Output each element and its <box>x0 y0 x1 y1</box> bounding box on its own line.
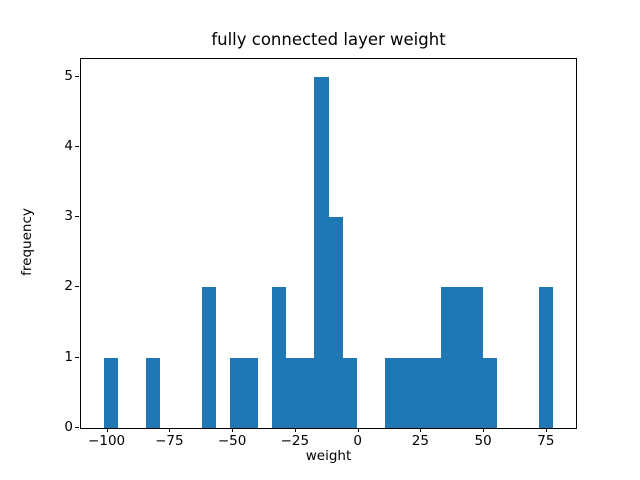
histogram-bar <box>385 358 399 428</box>
y-tick-mark <box>75 357 79 358</box>
x-tick-label: 50 <box>474 433 492 449</box>
histogram-bar <box>272 287 286 428</box>
histogram-bar <box>104 358 118 428</box>
x-tick-label: 75 <box>537 433 555 449</box>
histogram-bar <box>343 358 357 428</box>
x-tick-mark <box>483 428 484 432</box>
plot-title: fully connected layer weight <box>211 30 446 49</box>
x-tick-mark <box>358 428 359 432</box>
histogram-bar <box>483 358 497 428</box>
histogram-bar <box>539 287 553 428</box>
x-tick-mark <box>420 428 421 432</box>
x-tick-label: −75 <box>155 433 184 449</box>
y-tick-label: 3 <box>64 208 73 224</box>
histogram-bar <box>314 77 329 428</box>
y-tick-label: 5 <box>64 68 73 84</box>
x-tick-label: 0 <box>353 433 362 449</box>
y-tick-label: 4 <box>64 138 73 154</box>
histogram-bar <box>286 358 300 428</box>
plot-area <box>80 58 577 429</box>
x-tick-label: −50 <box>217 433 247 449</box>
x-tick-label: 25 <box>411 433 429 449</box>
y-tick-mark <box>75 76 79 77</box>
x-tick-mark <box>169 428 170 432</box>
histogram-bar <box>455 287 469 428</box>
histogram-bar <box>202 287 216 428</box>
x-tick-mark <box>295 428 296 432</box>
x-tick-label: −100 <box>88 433 126 449</box>
x-tick-mark <box>107 428 108 432</box>
histogram-bar <box>230 358 244 428</box>
x-tick-label: −25 <box>280 433 310 449</box>
y-tick-mark <box>75 427 79 428</box>
y-tick-label: 2 <box>64 278 73 294</box>
x-tick-mark <box>546 428 547 432</box>
y-tick-mark <box>75 146 79 147</box>
histogram-bar <box>300 358 314 428</box>
y-axis-label: frequency <box>19 208 35 276</box>
histogram-bar <box>146 358 160 428</box>
histogram-bar <box>399 358 413 428</box>
histogram-bar <box>469 287 483 428</box>
y-tick-label: 0 <box>64 419 73 435</box>
y-tick-label: 1 <box>64 349 73 365</box>
histogram-bar <box>413 358 427 428</box>
y-tick-mark <box>75 216 79 217</box>
y-tick-mark <box>75 286 79 287</box>
histogram-bar <box>441 287 455 428</box>
x-tick-mark <box>232 428 233 432</box>
x-axis-label: weight <box>305 448 352 464</box>
histogram-bar <box>244 358 258 428</box>
histogram-bar <box>329 217 343 428</box>
histogram-bar <box>427 358 441 428</box>
